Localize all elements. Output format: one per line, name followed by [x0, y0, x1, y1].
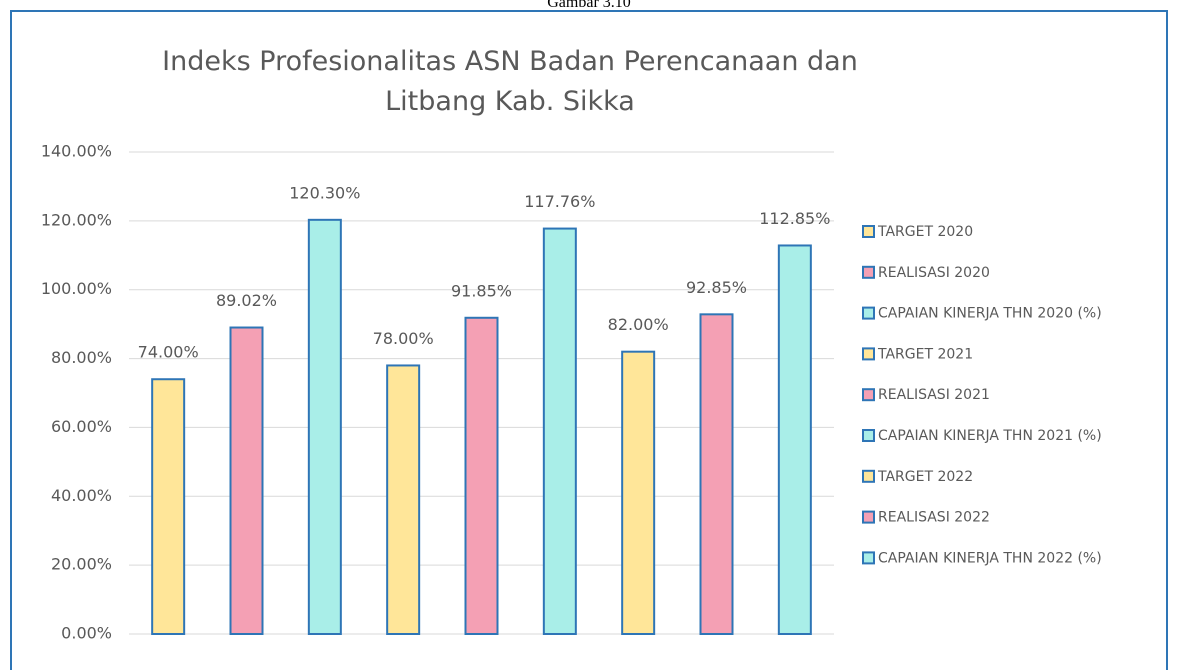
data-label: 89.02%	[216, 291, 277, 310]
legend-swatch	[862, 306, 875, 320]
y-tick-label: 80.00%	[51, 348, 112, 367]
legend-swatch	[862, 265, 875, 279]
chart: 0.00% 20.00% 40.00% 60.00% 80.00% 100.00% 120.…	[41, 142, 1102, 643]
legend-swatch	[862, 510, 875, 524]
bar	[699, 313, 734, 635]
bar	[307, 218, 342, 635]
y-tick-label: 100.00%	[41, 279, 112, 298]
y-tick-label: 20.00%	[51, 555, 112, 574]
y-tick-label: 0.00%	[61, 624, 112, 643]
legend-label: TARGET 2022	[877, 469, 973, 485]
y-tick-label: 140.00%	[41, 142, 112, 161]
legend-swatch	[862, 469, 875, 483]
figure-caption: Gambar 3.10	[547, 0, 631, 11]
legend-swatch	[862, 225, 875, 238]
legend-swatch	[862, 429, 875, 442]
legend-swatch	[862, 347, 875, 361]
bar	[386, 364, 421, 635]
bar	[777, 244, 812, 635]
data-label: 92.85%	[686, 278, 747, 297]
bar	[464, 316, 499, 635]
data-label: 78.00%	[373, 329, 434, 348]
legend-label: TARGET 2020	[877, 224, 973, 240]
legend-label: CAPAIAN KINERJA THN 2022 (%)	[878, 550, 1102, 566]
legend-label: REALISASI 2022	[878, 510, 990, 526]
legend-swatch	[862, 551, 875, 565]
data-label: 91.85%	[451, 281, 512, 300]
legend-label: REALISASI 2020	[878, 265, 990, 281]
legend-label: REALISASI 2021	[878, 387, 990, 403]
bar	[621, 350, 656, 635]
data-label: 120.30%	[289, 183, 360, 202]
bar	[151, 378, 186, 635]
data-label: 117.76%	[524, 192, 595, 211]
data-label: 74.00%	[138, 343, 199, 362]
legend-label: CAPAIAN KINERJA THN 2021 (%)	[878, 428, 1102, 444]
chart-frame	[10, 10, 1168, 670]
page: Gambar 3.10 Indeks Profesionalitas ASN B…	[10, 0, 1168, 670]
chart-title: Indeks Profesionalitas ASN Badan Perenca…	[162, 46, 858, 117]
legend-label: CAPAIAN KINERJA THN 2020 (%)	[878, 306, 1102, 322]
bar	[229, 326, 264, 635]
bar	[542, 227, 577, 635]
y-tick-label: 120.00%	[41, 210, 112, 229]
data-label: 82.00%	[608, 315, 669, 334]
y-tick-label: 40.00%	[51, 486, 112, 505]
data-label: 112.85%	[759, 209, 830, 228]
y-tick-label: 60.00%	[51, 417, 112, 436]
legend-label: TARGET 2021	[877, 346, 973, 362]
legend-swatch	[862, 388, 875, 402]
